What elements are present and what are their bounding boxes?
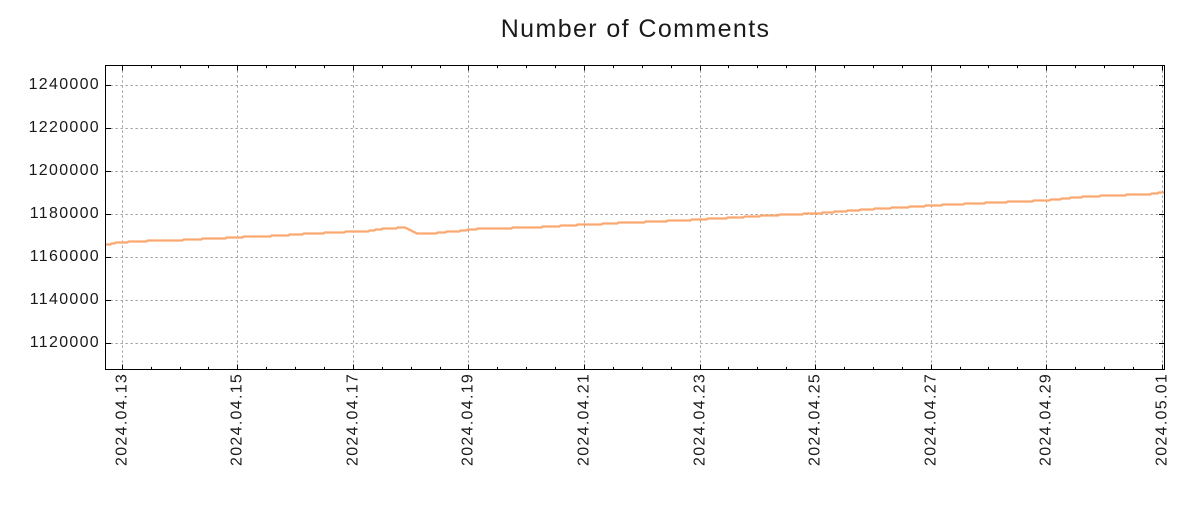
svg-text:1200000: 1200000 [29,162,100,179]
svg-text:2024.04.25: 2024.04.25 [807,373,824,466]
svg-text:1220000: 1220000 [29,119,100,136]
svg-text:2024.04.27: 2024.04.27 [923,373,940,466]
svg-text:Number of Comments: Number of Comments [501,15,771,43]
svg-text:1140000: 1140000 [30,291,100,308]
svg-text:1180000: 1180000 [30,205,100,222]
svg-text:2024.05.01: 2024.05.01 [1154,373,1171,466]
svg-text:2024.04.15: 2024.04.15 [229,373,246,466]
svg-text:2024.04.17: 2024.04.17 [345,373,362,466]
svg-text:1160000: 1160000 [30,248,100,265]
svg-text:2024.04.21: 2024.04.21 [576,373,593,466]
svg-text:2024.04.23: 2024.04.23 [692,373,709,466]
svg-text:1120000: 1120000 [30,334,100,351]
svg-text:2024.04.29: 2024.04.29 [1038,373,1055,466]
svg-text:2024.04.13: 2024.04.13 [114,373,131,466]
svg-text:1240000: 1240000 [29,76,100,93]
svg-text:2024.04.19: 2024.04.19 [460,373,477,466]
